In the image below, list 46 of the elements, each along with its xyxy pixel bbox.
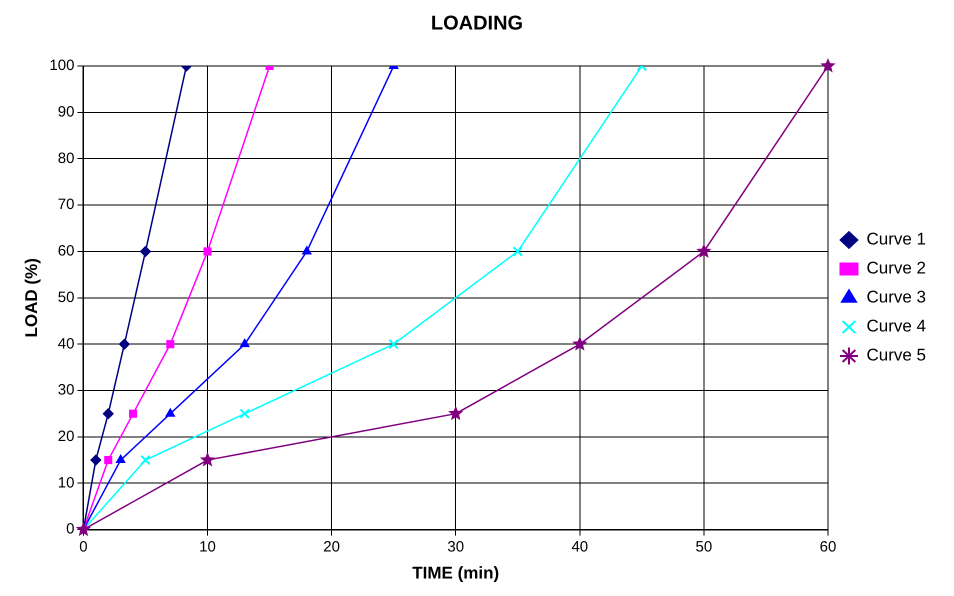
y-tick-label: 90 bbox=[58, 104, 74, 120]
point bbox=[448, 406, 464, 420]
point bbox=[76, 522, 92, 536]
y-tick-label: 100 bbox=[49, 57, 74, 74]
x-tick-label: 30 bbox=[447, 538, 464, 556]
y-tick-label: 80 bbox=[58, 150, 74, 167]
x-tick-label: 0 bbox=[79, 538, 88, 556]
y-tick-label: 50 bbox=[58, 288, 74, 306]
point bbox=[240, 338, 250, 348]
point bbox=[240, 408, 250, 419]
y-axis-title: LOAD (%) bbox=[22, 258, 41, 338]
point bbox=[203, 247, 212, 256]
chart-title: LOADING bbox=[430, 12, 524, 35]
x-tick-label: 50 bbox=[696, 538, 712, 556]
x-tick-label: 40 bbox=[571, 538, 588, 556]
x-tick-label: 10 bbox=[199, 538, 216, 556]
x-axis-title: TIME (min) bbox=[412, 563, 500, 582]
y-tick-label: 70 bbox=[58, 196, 74, 214]
point bbox=[104, 456, 112, 464]
point bbox=[118, 338, 130, 350]
y-tick-label: 20 bbox=[58, 428, 74, 446]
point bbox=[116, 454, 126, 464]
point bbox=[165, 408, 176, 417]
point bbox=[129, 410, 138, 418]
point bbox=[696, 243, 712, 258]
point bbox=[200, 452, 216, 467]
point bbox=[512, 246, 523, 257]
point bbox=[166, 340, 174, 348]
legend-label: Curve 2 bbox=[866, 258, 926, 278]
point bbox=[90, 454, 102, 466]
point bbox=[388, 338, 399, 350]
x-tick-label: 20 bbox=[323, 538, 340, 556]
legend-label: Curve 5 bbox=[866, 346, 926, 365]
y-tick-label: 0 bbox=[66, 520, 74, 538]
y-tick-label: 40 bbox=[58, 335, 74, 352]
y-tick-label: 10 bbox=[58, 474, 74, 492]
point bbox=[140, 246, 151, 257]
point bbox=[572, 336, 588, 351]
legend-label: Curve 1 bbox=[866, 230, 926, 249]
point bbox=[140, 454, 151, 466]
y-tick-label: 30 bbox=[58, 382, 74, 399]
point bbox=[102, 408, 114, 420]
legend-label: Curve 4 bbox=[866, 316, 926, 336]
x-tick-label: 60 bbox=[820, 538, 836, 556]
legend-label: Curve 3 bbox=[866, 288, 926, 307]
y-tick-label: 60 bbox=[58, 242, 74, 260]
